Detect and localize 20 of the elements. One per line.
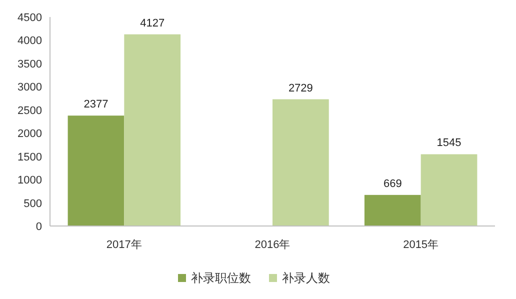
data-label: 2377: [84, 98, 108, 111]
data-label: 669: [383, 178, 402, 190]
x-tick-label: 2015年: [403, 239, 439, 251]
y-tick-label: 4500: [18, 12, 42, 24]
data-label: 4127: [140, 17, 165, 30]
legend-label: 补录人数: [282, 271, 330, 285]
y-tick-label: 3500: [18, 58, 42, 70]
data-label: 1545: [436, 137, 462, 150]
data-label: 2729: [288, 82, 313, 94]
x-tick-label: 2016年: [254, 239, 290, 251]
y-tick-label: 2000: [18, 128, 42, 140]
y-tick-label: 1000: [18, 174, 42, 187]
y-tick-label: 500: [24, 198, 42, 210]
legend-label: 补录职位数: [191, 271, 251, 285]
y-tick-label: 1500: [18, 151, 42, 164]
y-tick-label: 4000: [18, 35, 42, 48]
y-tick-label: 2500: [18, 104, 42, 117]
y-tick-label: 3000: [18, 82, 42, 94]
x-tick-label: 2017年: [106, 239, 142, 251]
y-tick-label: 0: [36, 221, 42, 233]
